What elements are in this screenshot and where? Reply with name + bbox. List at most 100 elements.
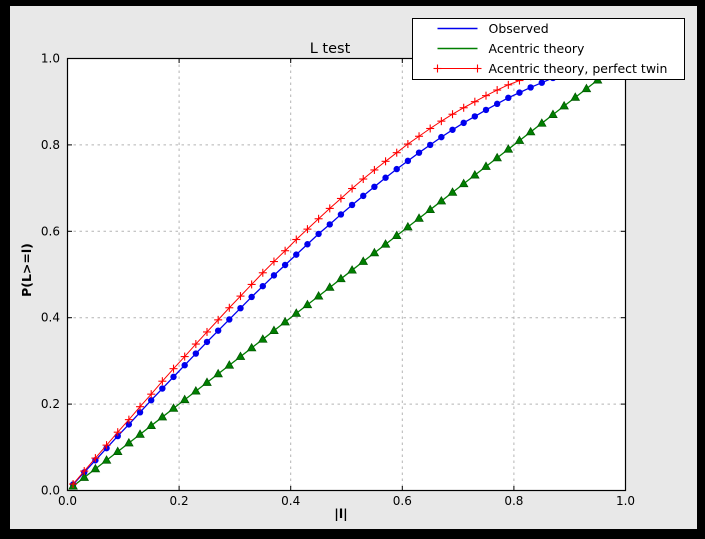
y-tick-label: 0.6 [41, 224, 60, 238]
data-marker-triangle [112, 446, 123, 455]
data-marker-triangle [391, 230, 402, 239]
legend-label: Acentric theory, perfect twin [489, 61, 668, 76]
data-marker-circle [237, 304, 244, 312]
data-marker-circle [427, 141, 434, 149]
data-marker-circle [136, 409, 144, 416]
data-marker-circle [181, 362, 188, 369]
data-marker-triangle [447, 187, 458, 196]
legend-entry: Observed [437, 21, 549, 36]
y-tick-label: 0.4 [41, 311, 60, 325]
data-marker-triangle [246, 342, 257, 352]
chart-title: L test [310, 41, 351, 57]
y-tick-label: 0.2 [41, 397, 60, 411]
series-acentric-theory [68, 57, 625, 490]
data-marker-triangle [124, 437, 134, 447]
data-marker-circle [460, 119, 467, 127]
data-marker-circle [125, 421, 133, 428]
data-marker-circle [226, 316, 233, 323]
data-marker-triangle [336, 273, 346, 283]
data-marker-triangle [458, 178, 469, 188]
data-marker-triangle [492, 152, 502, 162]
data-marker-circle [538, 79, 545, 86]
data-marker-triangle [235, 351, 246, 360]
data-marker-circle [516, 89, 523, 96]
data-marker-triangle [548, 109, 558, 119]
x-tick-label: 0.6 [393, 494, 412, 508]
data-marker-triangle [157, 411, 168, 421]
data-marker-circle [293, 251, 300, 258]
data-marker-triangle [101, 455, 112, 464]
legend-entry: Acentric theory, perfect twin [433, 61, 668, 76]
data-marker-triangle [503, 144, 514, 153]
data-marker-triangle [146, 420, 157, 430]
data-marker-circle [337, 211, 345, 218]
y-axis-label: P(L>=l) [19, 243, 34, 297]
data-marker-triangle [79, 472, 90, 481]
data-marker-triangle [90, 463, 101, 473]
data-marker-triangle [302, 299, 313, 309]
legend-label: Observed [489, 21, 549, 36]
data-marker-circle [471, 113, 479, 120]
data-marker-triangle [403, 221, 413, 231]
plot-series [68, 54, 625, 490]
data-marker-circle [404, 157, 412, 165]
y-tick-label: 0.0 [41, 484, 60, 498]
data-marker-triangle [179, 394, 190, 404]
data-marker-triangle [135, 429, 145, 438]
tick-labels: 0.0 0.2 0.4 0.6 0.8 1.0 0.0 0.2 0.4 0.6 0.8 1.0 [41, 52, 635, 509]
series-observed [69, 56, 624, 488]
x-tick-label: 0.2 [170, 494, 189, 508]
data-marker-triangle [525, 126, 536, 136]
data-marker-circle [248, 293, 255, 301]
data-marker-triangle [425, 204, 436, 214]
data-marker-circle [393, 165, 400, 173]
y-tick-label: 0.8 [41, 138, 60, 152]
data-marker-circle [527, 84, 534, 91]
data-marker-triangle [536, 118, 547, 127]
data-marker-circle [348, 201, 356, 209]
data-marker-circle [259, 282, 266, 290]
data-marker-triangle [358, 256, 369, 265]
data-marker-triangle [347, 265, 357, 274]
data-marker-triangle [269, 325, 279, 335]
x-axis-label: |l| [334, 506, 347, 521]
data-marker-circle [281, 261, 289, 269]
data-marker-triangle [224, 360, 235, 369]
data-marker-circle [493, 100, 501, 108]
legend: Observed Acentric theory Acentric theory, … [412, 18, 685, 80]
data-marker-circle [148, 397, 155, 404]
data-marker-circle [449, 126, 456, 133]
y-tick-label: 1.0 [41, 52, 60, 66]
data-marker-triangle [313, 290, 324, 300]
data-marker-circle [170, 373, 177, 381]
data-marker-circle [270, 272, 278, 279]
gridlines [67, 58, 626, 491]
data-marker-triangle [570, 92, 581, 101]
data-marker-circle [326, 221, 333, 228]
data-marker-triangle [559, 100, 569, 110]
data-marker-triangle [581, 83, 592, 93]
x-tick-label: 0.0 [58, 494, 77, 508]
x-tick-label: 0.8 [504, 494, 523, 508]
data-marker-triangle [436, 195, 447, 205]
data-marker-triangle [514, 135, 525, 144]
data-marker-circle [192, 350, 200, 357]
data-marker-triangle [414, 213, 424, 222]
data-marker-triangle [213, 368, 223, 378]
data-marker-triangle [168, 403, 179, 412]
data-marker-circle [315, 230, 322, 238]
data-marker-triangle [257, 334, 268, 343]
data-marker-circle [304, 241, 311, 248]
data-marker-triangle [369, 247, 380, 257]
data-marker-circle [438, 133, 445, 141]
data-marker-triangle [191, 386, 201, 395]
data-marker-triangle [280, 316, 290, 326]
axes-border [66, 57, 627, 492]
legend-entry: Acentric theory [437, 41, 585, 56]
data-marker-triangle [202, 377, 212, 386]
x-tick-label: 1.0 [616, 494, 635, 508]
data-marker-circle [415, 149, 423, 156]
x-tick-label: 0.4 [281, 494, 300, 508]
